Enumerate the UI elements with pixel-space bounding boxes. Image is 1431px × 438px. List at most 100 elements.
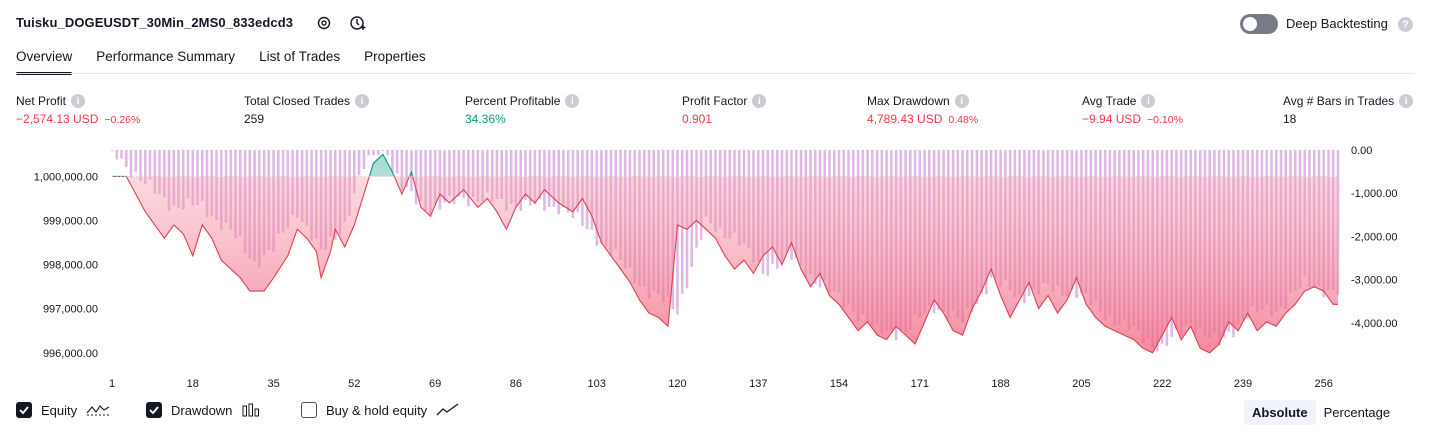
y-left-tick-label: 998,000.00 (43, 260, 98, 272)
drawdown-bar (481, 150, 484, 202)
drawdown-bars-icon (242, 403, 260, 417)
x-tick-label: 35 (267, 378, 279, 390)
drawdown-bar (500, 150, 503, 199)
metric-value: 259 (244, 112, 265, 126)
deep-backtesting-toggle[interactable] (1240, 14, 1278, 34)
metric-label: Avg # Bars in Trades (1283, 94, 1395, 108)
drawdown-label: Drawdown (171, 402, 233, 418)
tab-properties[interactable]: Properties (364, 49, 426, 64)
metric-total-closed-trades: Total Closed Trades i 259 (244, 94, 370, 126)
drawdown-bar (115, 150, 119, 160)
drawdown-bar (495, 150, 499, 199)
drawdown-bar (144, 150, 147, 185)
drawdown-bar (405, 150, 408, 188)
metric-value: −2,574.13 USD (16, 112, 99, 126)
buy-hold-line-icon (436, 403, 459, 416)
y-right-tick-label: 0.00 (1351, 145, 1372, 157)
equity-drawdown-chart[interactable]: 1,000,000.00 999,000.00 998,000.00 997,000.… (0, 140, 1431, 396)
x-tick-label: 154 (830, 378, 848, 390)
x-tick-label: 188 (991, 378, 1009, 390)
drawdown-checkbox[interactable] (146, 402, 162, 418)
drawdown-bar (158, 150, 161, 194)
drawdown-bar (462, 150, 465, 199)
metric-value: 34.36% (465, 112, 506, 126)
x-tick-label: 256 (1315, 378, 1333, 390)
drawdown-bar (153, 150, 157, 194)
metric-value: −9.94 USD (1082, 112, 1142, 126)
tab-list-of-trades[interactable]: List of Trades (259, 49, 341, 64)
legend-equity[interactable]: Equity (16, 402, 110, 418)
metric-max-drawdown: Max Drawdown i 4,789.43 USD 0.48% (867, 94, 978, 126)
x-tick-label: 103 (588, 378, 606, 390)
info-icon[interactable]: i (565, 94, 580, 108)
drawdown-bar (372, 150, 375, 156)
metric-label: Avg Trade (1082, 94, 1137, 108)
buy-hold-checkbox[interactable] (301, 402, 317, 418)
metric-sub-value: −0.10% (1147, 114, 1183, 126)
drawdown-bar (110, 150, 114, 151)
x-tick-label: 69 (429, 378, 441, 390)
metric-avg-bars-in-trades: Avg # Bars in Trades i 18 (1283, 94, 1414, 126)
metric-label: Total Closed Trades (244, 94, 351, 108)
x-tick-label: 120 (668, 378, 686, 390)
buy-hold-label: Buy & hold equity (326, 402, 428, 418)
legend-buy-hold[interactable]: Buy & hold equity (301, 402, 460, 418)
drawdown-bar (163, 150, 166, 198)
drawdown-bar (386, 150, 389, 156)
y-left-tick-label: 996,000.00 (43, 348, 98, 360)
drawdown-bar (134, 150, 138, 172)
help-icon[interactable]: ? (1398, 17, 1413, 32)
info-icon[interactable]: i (954, 94, 969, 108)
info-icon[interactable]: i (752, 94, 767, 108)
y-right-tick-label: -2,000.00 (1351, 231, 1397, 243)
y-left-tick-label: 999,000.00 (43, 216, 98, 228)
metric-label: Profit Factor (682, 94, 748, 108)
add-alert-icon[interactable] (348, 13, 368, 33)
drawdown-bar (395, 150, 399, 174)
equity-loss-area (112, 176, 1338, 353)
equity-profit-area (112, 154, 413, 177)
drawdown-bar (419, 150, 423, 201)
info-icon[interactable]: i (355, 94, 370, 108)
drawdown-bar (362, 150, 366, 169)
drawdown-bar (129, 150, 133, 178)
view-mode-switch: Absolute Percentage (1244, 400, 1398, 425)
settings-icon[interactable] (314, 13, 334, 33)
equity-line-icon (86, 405, 110, 416)
tab-performance-summary[interactable]: Performance Summary (96, 49, 236, 64)
drawdown-bar (457, 150, 461, 197)
drawdown-bar (367, 150, 370, 156)
drawdown-bar (357, 150, 361, 176)
drawdown-bar (538, 150, 541, 200)
info-icon[interactable]: i (1399, 94, 1414, 108)
tab-overview[interactable]: Overview (16, 48, 84, 75)
drawdown-bar (524, 150, 527, 200)
metric-sub-value: −0.26% (104, 114, 141, 126)
metric-label: Net Profit (16, 94, 67, 108)
drawdown-bar (353, 150, 356, 194)
drawdown-bar (186, 150, 190, 199)
absolute-button[interactable]: Absolute (1244, 400, 1316, 425)
legend-drawdown[interactable]: Drawdown (146, 402, 263, 418)
metric-value: 0.901 (682, 112, 713, 126)
drawdown-bar (471, 150, 475, 197)
metric-value: 18 (1283, 112, 1297, 126)
x-tick-label: 222 (1153, 378, 1171, 390)
drawdown-bar (125, 150, 128, 167)
drawdown-bar (448, 150, 451, 196)
x-tick-label: 205 (1072, 378, 1090, 390)
y-left-tick-label: 997,000.00 (43, 304, 98, 316)
percentage-button[interactable]: Percentage (1323, 405, 1391, 420)
metric-sub-value: 0.48% (948, 114, 979, 126)
metric-percent-profitable: Percent Profitable i 34.36% (465, 94, 580, 126)
info-icon[interactable]: i (71, 94, 86, 108)
info-icon[interactable]: i (1141, 94, 1156, 108)
drawdown-bar (148, 150, 152, 180)
equity-label: Equity (41, 402, 78, 418)
x-tick-label: 239 (1234, 378, 1252, 390)
x-tick-label: 86 (510, 378, 522, 390)
deep-backtesting-label: Deep Backtesting (1286, 16, 1388, 31)
equity-checkbox[interactable] (16, 402, 32, 418)
metric-value: 4,789.43 USD (867, 112, 943, 126)
drawdown-bar (486, 150, 489, 193)
